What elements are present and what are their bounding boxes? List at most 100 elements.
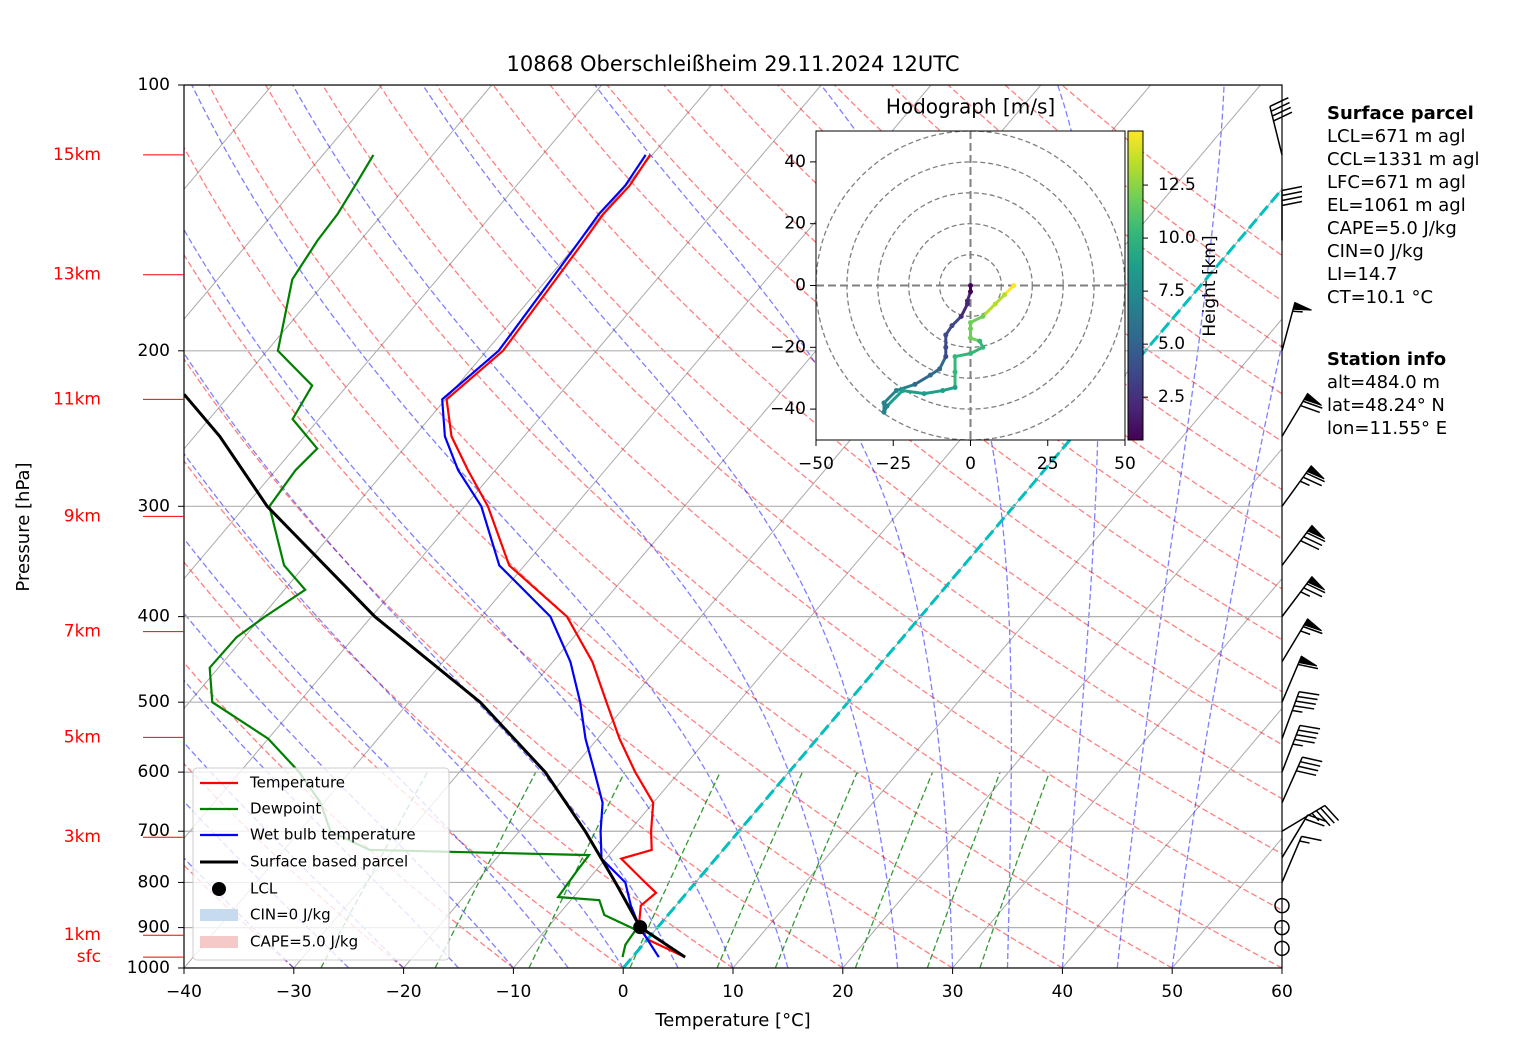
info-title: Station info — [1327, 349, 1446, 370]
wind-barb — [1282, 656, 1318, 702]
legend-label: Wet bulb temperature — [250, 826, 416, 844]
hodograph-y-tick-label: −20 — [770, 337, 806, 357]
colorbar-tick-label: 12.5 — [1158, 175, 1196, 195]
hodograph-point — [977, 339, 982, 344]
info-line: LI=14.7 — [1327, 264, 1398, 285]
x-tick-label: −10 — [495, 982, 531, 1002]
wind-barb — [1282, 757, 1322, 803]
hodograph-point — [953, 370, 958, 375]
hodograph-point — [968, 336, 973, 341]
x-tick-label: 0 — [618, 982, 629, 1002]
x-tick-label: 40 — [1052, 982, 1074, 1002]
height-label: 9km — [64, 506, 101, 526]
height-label: 13km — [53, 265, 101, 285]
wind-barb — [1282, 466, 1325, 506]
wind-barb — [1282, 525, 1325, 565]
hodograph-y-tick-label: −40 — [770, 399, 806, 419]
info-line: alt=484.0 m — [1327, 372, 1440, 393]
hodograph-point — [943, 345, 948, 350]
overlay: 1000900800700600500400300200100−40−30−20… — [53, 75, 1480, 1002]
y-tick-label: 500 — [138, 692, 170, 712]
colorbar-tick-label: 10.0 — [1158, 228, 1196, 248]
height-label: 3km — [64, 827, 101, 847]
hodograph-point — [894, 388, 899, 393]
wind-barb — [1282, 186, 1302, 240]
barb-lines — [1282, 577, 1325, 617]
x-tick-label: 60 — [1271, 982, 1293, 1002]
wind-barb — [1270, 98, 1292, 155]
y-axis-label: Pressure [hPa] — [13, 462, 34, 591]
hodograph-title: Hodograph [m/s] — [886, 95, 1055, 119]
info-title: Surface parcel — [1327, 103, 1474, 124]
wind-barb — [1282, 394, 1322, 437]
info-line: CAPE=5.0 J/kg — [1327, 218, 1457, 239]
hodograph-x-tick-label: 25 — [1037, 454, 1059, 474]
barb-lines — [1270, 98, 1292, 155]
legend-swatch — [200, 909, 238, 921]
lcl-point — [633, 920, 647, 934]
hodograph-point — [937, 366, 942, 371]
barb-lines — [1282, 757, 1322, 803]
hodograph-point — [965, 302, 970, 307]
x-tick-label: −30 — [276, 982, 312, 1002]
hodograph-point — [1002, 292, 1007, 297]
barb-lines — [1282, 836, 1322, 882]
info-line: LFC=671 m agl — [1327, 172, 1466, 193]
mixing-ratio-line — [717, 772, 802, 968]
hodograph-point — [968, 289, 973, 294]
legend-label: CIN=0 J/kg — [250, 906, 331, 924]
x-tick-label: −20 — [386, 982, 422, 1002]
barb-lines — [1282, 805, 1339, 831]
wind-barb — [1282, 303, 1312, 351]
info-line: EL=1061 m agl — [1327, 195, 1466, 216]
hodograph-point — [953, 385, 958, 390]
y-tick-label: 900 — [138, 918, 170, 938]
colorbar-tick-label: 5.0 — [1158, 334, 1185, 354]
y-tick-label: 400 — [138, 607, 170, 627]
barb-pennant — [1304, 394, 1321, 406]
x-tick-label: 30 — [942, 982, 964, 1002]
hodograph-point — [943, 354, 948, 359]
legend-label: LCL — [250, 880, 278, 898]
hodograph-point — [928, 373, 933, 378]
barb-lines — [1282, 692, 1319, 739]
x-axis-label: Temperature [°C] — [654, 1010, 810, 1031]
height-label: 15km — [53, 145, 101, 165]
wind-barb — [1282, 836, 1322, 882]
barb-lines — [1282, 394, 1322, 437]
info-line: lat=48.24° N — [1327, 395, 1445, 416]
legend-label: CAPE=5.0 J/kg — [250, 933, 358, 951]
legend-label: Dewpoint — [250, 800, 321, 818]
x-tick-label: 20 — [832, 982, 854, 1002]
y-tick-label: 1000 — [127, 958, 170, 978]
legend-label: Surface based parcel — [250, 853, 408, 871]
barb-lines — [1282, 619, 1322, 662]
hodograph-point — [968, 326, 973, 331]
barb-lines — [1282, 466, 1325, 506]
colorbar-tick-label: 2.5 — [1158, 387, 1185, 407]
x-tick-label: 10 — [722, 982, 744, 1002]
legend-swatch — [200, 936, 238, 948]
hodograph-point — [959, 314, 964, 319]
legend-swatch — [212, 882, 226, 896]
y-tick-label: 800 — [138, 872, 170, 892]
chart-title: 10868 Oberschleißheim 29.11.2024 12UTC — [507, 52, 960, 76]
hodograph-point — [968, 351, 973, 356]
mixing-ratio-line — [980, 772, 1050, 968]
hodograph-point — [885, 404, 890, 409]
y-tick-label: 100 — [138, 75, 170, 95]
barb-lines — [1282, 525, 1325, 565]
y-tick-label: 200 — [138, 341, 170, 361]
hodograph-point — [968, 283, 973, 288]
hodograph-x-tick-label: 0 — [965, 454, 976, 474]
wind-barb — [1282, 619, 1322, 662]
hodograph-y-tick-label: 40 — [784, 152, 806, 172]
info-line: CCL=1331 m agl — [1327, 149, 1480, 170]
hodograph-point — [912, 382, 917, 387]
x-tick-label: 50 — [1161, 982, 1183, 1002]
colorbar — [1128, 131, 1143, 440]
x-tick-label: −40 — [166, 982, 202, 1002]
hodograph-point — [953, 354, 958, 359]
